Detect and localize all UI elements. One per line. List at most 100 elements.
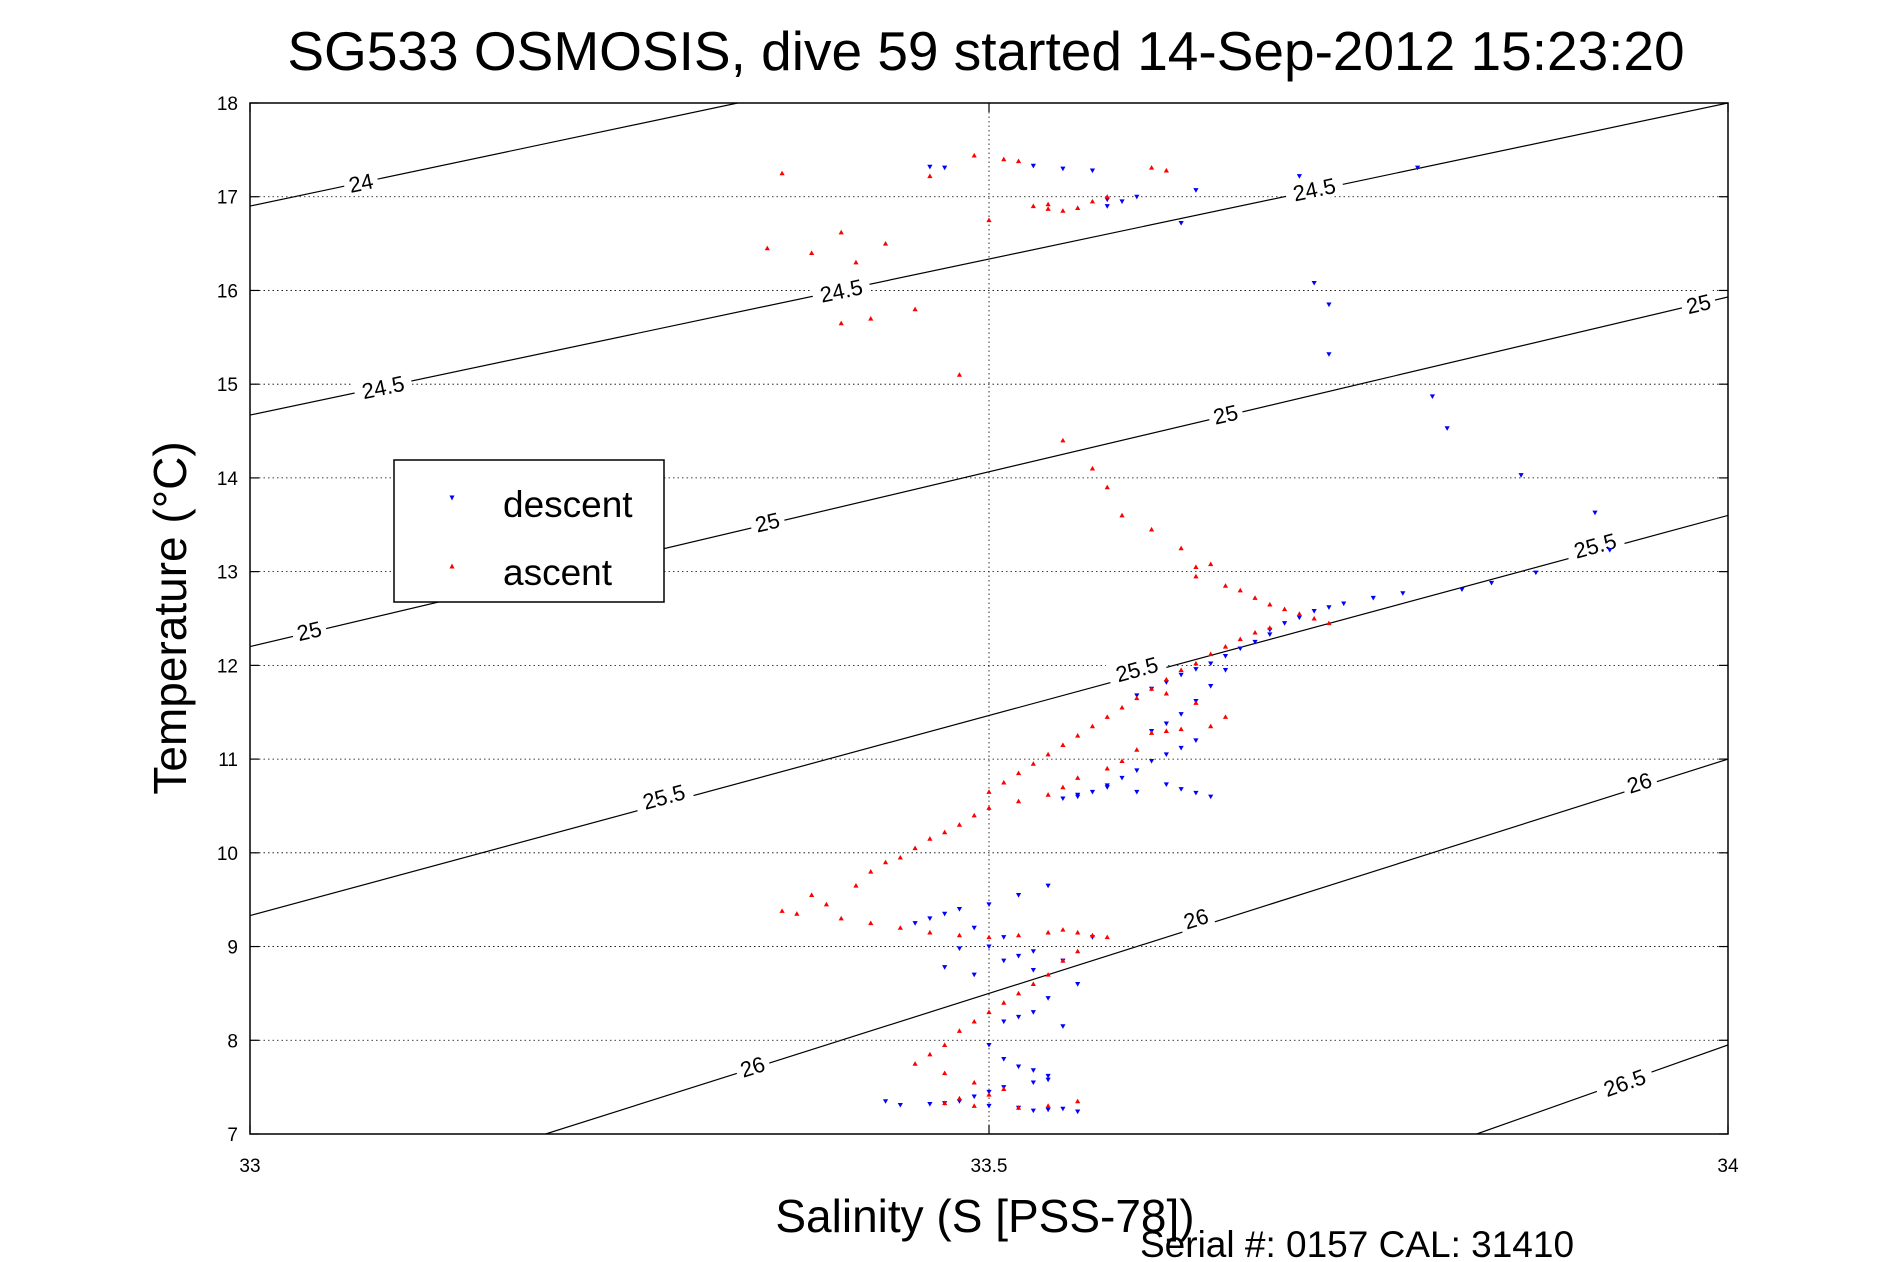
descent-point	[897, 1102, 903, 1108]
y-tick-label: 10	[217, 844, 238, 865]
ascent-point	[1060, 927, 1066, 932]
ascent-point	[1015, 158, 1022, 164]
ascent-point	[1148, 730, 1155, 735]
descent-point	[1326, 605, 1332, 610]
ascent-point	[779, 908, 785, 913]
ascent-point	[794, 911, 800, 916]
descent-point	[1415, 165, 1421, 171]
ascent-point	[927, 836, 933, 841]
ascent-point	[1252, 595, 1258, 600]
ascent-point	[809, 892, 815, 897]
ascent-point	[971, 812, 977, 818]
y-tick-label: 8	[227, 1031, 238, 1052]
ascent-point	[1045, 972, 1051, 977]
descent-point	[1075, 982, 1081, 987]
ascent-point	[1001, 1000, 1007, 1005]
x-tick-label: 33	[239, 1156, 260, 1177]
ascent-point	[1163, 676, 1169, 682]
descent-point	[1237, 646, 1243, 652]
descent-point	[1592, 510, 1598, 516]
ascent-point	[986, 789, 992, 794]
contour-label-group: 25	[747, 505, 787, 537]
descent-point	[971, 925, 977, 931]
ascent-point	[942, 1042, 948, 1047]
descent-point	[1208, 794, 1214, 800]
ascent-point	[809, 250, 815, 255]
ascent-point	[1148, 526, 1155, 532]
descent-point	[1178, 745, 1184, 751]
ascent-point	[838, 915, 844, 921]
descent-point	[986, 944, 992, 950]
ascent-point	[956, 822, 963, 827]
descent-point	[1134, 194, 1140, 200]
descent-point	[1030, 967, 1036, 973]
contour-label-bg	[632, 776, 695, 815]
descent-point	[1030, 1010, 1036, 1015]
ascent-point	[1030, 203, 1036, 209]
descent-point	[1370, 595, 1376, 601]
ascent-point	[1222, 714, 1229, 719]
ascent-point	[971, 152, 977, 158]
descent-point	[927, 1102, 933, 1107]
ascent-point	[1060, 437, 1066, 443]
ascent-point	[1267, 625, 1273, 630]
descent-point	[1030, 1108, 1036, 1114]
descent-point	[1267, 632, 1273, 638]
y-tick-label: 11	[218, 750, 238, 771]
x-tick-label: 34	[1717, 1156, 1739, 1177]
descent-point	[1208, 683, 1214, 689]
ascent-point	[823, 901, 830, 907]
descent-point	[1311, 609, 1317, 614]
ascent-point	[942, 1070, 948, 1076]
descent-point	[1459, 587, 1465, 593]
y-tick-label: 18	[217, 94, 238, 115]
ascent-point	[912, 1061, 918, 1066]
descent-point	[942, 165, 948, 171]
descent-point	[1045, 996, 1051, 1001]
ascent-point	[1045, 792, 1051, 797]
ascent-point	[1045, 751, 1051, 757]
descent-point	[986, 1103, 992, 1109]
descent-point	[986, 902, 992, 907]
descent-point	[1075, 792, 1081, 798]
ascent-point	[1104, 934, 1110, 940]
ascent-point	[942, 1100, 948, 1106]
ascent-point	[868, 868, 874, 874]
descent-point	[1341, 601, 1347, 607]
ascent-point	[927, 1051, 933, 1057]
contour-label-bg	[341, 166, 380, 197]
descent-point	[1104, 204, 1110, 209]
descent-point	[1193, 790, 1199, 796]
descent-point	[1001, 958, 1007, 964]
y-tick-label: 14	[217, 469, 239, 490]
ascent-point	[1208, 723, 1214, 729]
descent-point	[1015, 1014, 1022, 1020]
ascent-point	[1148, 686, 1155, 691]
ascent-point	[971, 1079, 977, 1085]
ascent-point	[1015, 1105, 1022, 1110]
ascent-point	[882, 240, 889, 246]
legend-descent-marker	[449, 495, 455, 501]
descent-point	[1444, 426, 1450, 431]
descent-point	[971, 972, 977, 978]
x-axis-label: Salinity (S [PSS-78])	[775, 1190, 1194, 1242]
descent-point	[1089, 789, 1096, 795]
descent-point	[956, 907, 963, 912]
ascent-point	[838, 229, 844, 235]
ascent-point	[1104, 194, 1110, 199]
descent-point	[1282, 621, 1288, 626]
descent-point	[942, 911, 948, 917]
descent-point	[1252, 639, 1258, 645]
descent-point	[986, 1042, 992, 1048]
y-tick-label: 15	[217, 375, 238, 396]
contour-label-group: 25	[1205, 397, 1245, 430]
descent-point	[1193, 188, 1199, 193]
ascent-point	[1045, 201, 1051, 207]
legend: descent ascent	[393, 459, 665, 603]
descent-point	[1400, 591, 1406, 596]
legend-ascent-label: ascent	[503, 552, 613, 593]
ascent-point	[1030, 761, 1036, 766]
descent-point	[1045, 883, 1051, 889]
ascent-point	[1060, 208, 1066, 213]
